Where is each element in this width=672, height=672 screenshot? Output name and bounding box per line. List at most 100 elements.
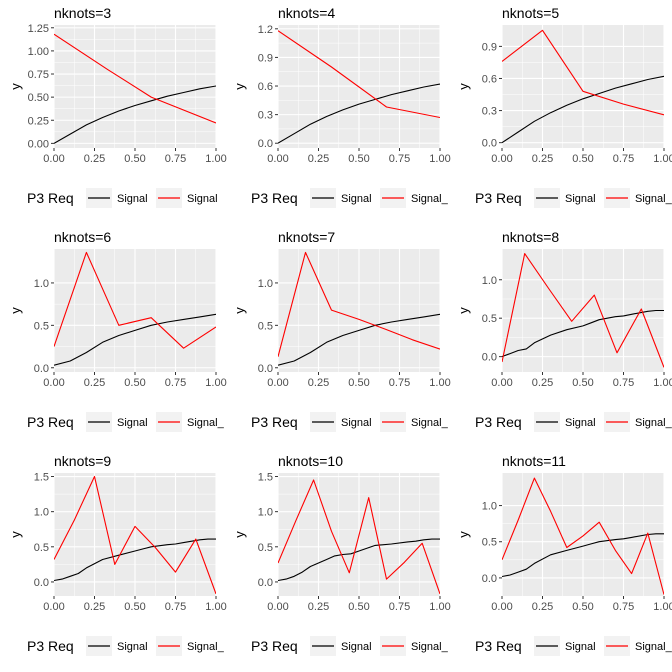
y-tick-label: 1.00 — [28, 46, 49, 58]
x-tick-label: 0.50 — [572, 377, 593, 389]
subplot-2: nknots=4 0.00 0.25 0.50 0.75 1.00 0.0 0.3 0.6 0.9… — [232, 5, 451, 208]
x-tick-label: 0.25 — [532, 377, 553, 389]
legend-label: Signal_ — [411, 641, 449, 653]
legend-title: P3 Req — [475, 190, 522, 206]
y-tick-label: 1.5 — [258, 472, 273, 484]
series-line-signal — [502, 533, 664, 578]
subplot-8: nknots=10 0.00 0.25 0.50 0.75 1.00 0.0 0.5 1.0 1.… — [232, 453, 451, 656]
y-axis-label: y — [232, 83, 247, 90]
subplot-title: nknots=10 — [278, 453, 343, 469]
y-axis-label: y — [232, 307, 247, 314]
series-line-signal — [278, 313, 440, 366]
legend-label: Signal — [117, 193, 148, 205]
legend-title: P3 Req — [251, 190, 298, 206]
y-tick-label: 0.5 — [482, 537, 497, 549]
y-tick-label: 0.00 — [28, 138, 49, 150]
legend: P3 Req Signal Signal_ — [251, 412, 449, 432]
y-tick-label: 0.5 — [482, 313, 497, 325]
series-line-signal2 — [502, 477, 664, 595]
y-tick-label: 1.0 — [258, 507, 273, 519]
y-tick-label: 0.5 — [258, 542, 273, 554]
x-tick-label: 0.75 — [613, 601, 634, 613]
y-tick-label: 0.3 — [258, 110, 273, 122]
x-tick-label: 0.50 — [124, 153, 145, 165]
legend-title: P3 Req — [27, 414, 74, 430]
series-group — [278, 251, 440, 366]
y-tick-label: 0.3 — [482, 106, 497, 118]
y-axis-label: y — [232, 531, 247, 538]
x-tick-label: 1.00 — [205, 153, 226, 165]
y-tick-label: 0.25 — [28, 115, 49, 127]
subplot-title: nknots=8 — [502, 229, 559, 245]
series-group — [54, 475, 216, 595]
x-tick-label: 1.00 — [205, 377, 226, 389]
y-tick-label: 0.6 — [482, 73, 497, 85]
legend-title: P3 Req — [27, 190, 74, 206]
legend-label: Signal — [117, 417, 148, 429]
y-tick-label: 0.75 — [28, 69, 49, 81]
y-tick-label: 0.0 — [482, 352, 497, 364]
subplot-7: nknots=9 0.00 0.25 0.50 0.75 1.00 0.0 0.5 1.0 1.5… — [8, 453, 227, 656]
series-group — [502, 29, 664, 144]
series-line-signal2 — [502, 29, 664, 116]
x-tick-label: 0.75 — [389, 601, 410, 613]
x-tick-label: 0.50 — [348, 601, 369, 613]
subplot-title: nknots=11 — [502, 453, 566, 469]
legend: P3 Req Signal Signal — [27, 188, 218, 208]
subplot-title: nknots=3 — [54, 5, 111, 21]
y-tick-label: 0.0 — [482, 138, 497, 150]
series-line-signal2 — [278, 251, 440, 357]
legend: P3 Req Signal Signal_ — [475, 412, 672, 432]
y-tick-label: 0.0 — [34, 363, 49, 375]
subplot-title: nknots=7 — [278, 229, 335, 245]
legend-label: Signal_ — [635, 193, 672, 205]
legend-label: Signal — [341, 641, 372, 653]
x-tick-label: 0.25 — [308, 601, 329, 613]
legend-label: Signal — [565, 641, 596, 653]
legend-label: Signal — [117, 641, 148, 653]
series-line-signal — [54, 538, 216, 582]
x-tick-label: 0.25 — [532, 601, 553, 613]
y-tick-label: 0.9 — [258, 52, 273, 64]
legend-label: Signal_ — [187, 417, 225, 429]
x-tick-label: 0.75 — [389, 153, 410, 165]
x-tick-label: 1.00 — [429, 377, 450, 389]
legend: P3 Req Signal Signal_ — [251, 636, 449, 656]
legend-label: Signal — [341, 417, 372, 429]
x-tick-label: 0.00 — [491, 601, 512, 613]
y-tick-label: 0.9 — [482, 41, 497, 53]
x-tick-label: 0.75 — [613, 153, 634, 165]
legend: P3 Req Signal Signal_ — [27, 412, 225, 432]
x-tick-label: 0.50 — [348, 153, 369, 165]
legend-title: P3 Req — [27, 638, 74, 654]
y-axis-label: y — [456, 531, 471, 538]
legend-label: Signal_ — [635, 641, 672, 653]
subplot-1: nknots=3 0.00 0.25 0.50 0.75 1.00 0.00 0.25 0.50… — [8, 5, 227, 208]
y-axis-label: y — [456, 307, 471, 314]
x-tick-label: 0.25 — [84, 601, 105, 613]
x-tick-label: 0.25 — [532, 153, 553, 165]
y-tick-label: 0.0 — [258, 363, 273, 375]
y-tick-label: 0.50 — [28, 92, 49, 104]
y-tick-label: 0.5 — [34, 320, 49, 332]
series-line-signal2 — [54, 251, 216, 349]
legend-label: Signal_ — [411, 193, 449, 205]
x-tick-label: 1.00 — [653, 153, 672, 165]
series-group — [278, 30, 440, 144]
x-tick-label: 0.75 — [165, 601, 186, 613]
y-tick-label: 1.25 — [28, 23, 49, 35]
legend-label: Signal — [341, 193, 372, 205]
y-axis-label: y — [8, 307, 23, 314]
x-tick-label: 0.25 — [308, 153, 329, 165]
legend-label: Signal_ — [187, 641, 225, 653]
subplot-title: nknots=6 — [54, 229, 111, 245]
y-tick-label: 1.0 — [34, 507, 49, 519]
y-tick-label: 0.0 — [258, 577, 273, 589]
legend-title: P3 Req — [251, 414, 298, 430]
x-tick-label: 0.00 — [43, 377, 64, 389]
y-axis-label: y — [456, 83, 471, 90]
x-tick-label: 0.00 — [491, 377, 512, 389]
y-tick-label: 0.6 — [258, 81, 273, 93]
legend-label: Signal — [565, 417, 596, 429]
x-tick-label: 1.00 — [429, 601, 450, 613]
